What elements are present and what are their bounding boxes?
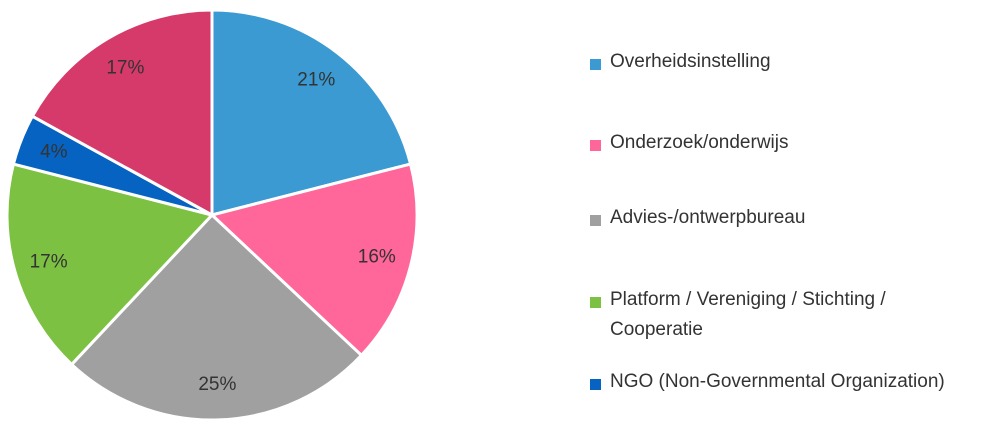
data-label: 25% xyxy=(198,374,236,395)
legend-label: Platform / Vereniging / Stichting / Coop… xyxy=(610,289,886,340)
legend-swatch xyxy=(590,379,601,390)
legend-swatch xyxy=(590,140,601,151)
legend-entry: Onderzoek/onderwijs xyxy=(590,132,978,158)
pie-slice xyxy=(5,162,215,367)
legend-label: Overheidsinstelling xyxy=(610,51,771,72)
legend: Overheidsinstelling Onderzoek/onderwijs Ad… xyxy=(590,0,981,430)
legend-swatch xyxy=(590,297,601,308)
legend-entry: Advies-/ontwerpbureau xyxy=(590,207,978,233)
data-label: 4% xyxy=(40,141,68,162)
legend-label: NGO (Non-Governmental Organization) xyxy=(610,371,945,392)
pie-slice xyxy=(69,212,364,422)
chart: 21% 16% 25% 17% 4% 17% xyxy=(5,8,419,422)
pie-slice xyxy=(30,8,214,218)
legend-entry: NGO (Non-Governmental Organization) xyxy=(590,371,978,397)
data-label: 16% xyxy=(358,246,396,267)
data-label: 17% xyxy=(30,251,68,272)
data-label: 21% xyxy=(297,70,335,91)
pie-slice xyxy=(208,162,419,358)
legend-label: Advies-/ontwerpbureau xyxy=(610,207,806,228)
legend-label: Onderzoek/onderwijs xyxy=(610,132,789,153)
legend-swatch xyxy=(590,215,601,226)
legend-entry: Overheidsinstelling xyxy=(590,51,978,77)
pie-slice xyxy=(210,8,413,217)
legend-swatch xyxy=(590,59,601,70)
legend-entry: Platform / Vereniging / Stichting / Coop… xyxy=(590,289,978,345)
data-label: 17% xyxy=(106,58,144,79)
